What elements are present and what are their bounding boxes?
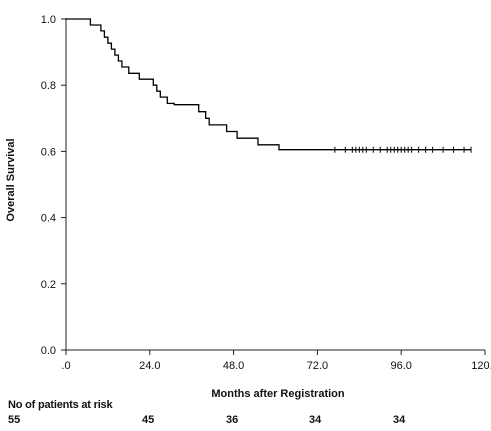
risk-count: 34	[393, 414, 406, 426]
y-tick-label: 0.2	[41, 279, 56, 291]
y-tick-label: 0.4	[41, 213, 56, 225]
x-tick-label: 48.0	[223, 360, 244, 372]
x-axis-label: Months after Registration	[211, 388, 345, 400]
risk-count: 36	[226, 414, 239, 426]
x-tick-label: 120.0	[471, 360, 491, 372]
y-tick-label: 0.6	[41, 146, 56, 158]
x-tick-label: 72.0	[307, 360, 328, 372]
x-tick-label: 24.0	[139, 360, 160, 372]
risk-count: 34	[309, 414, 322, 426]
survival-curve	[66, 18, 471, 151]
risk-count: 45	[142, 414, 155, 426]
risk-count: 55	[8, 414, 21, 426]
y-tick-label: 0.0	[41, 345, 56, 357]
x-tick-label: .0	[61, 360, 70, 372]
y-tick-label: 0.8	[41, 80, 56, 92]
risk-table-title: No of patients at risk	[8, 399, 113, 411]
y-tick-label: 1.0	[41, 14, 56, 26]
x-tick-label: 96.0	[390, 360, 411, 372]
y-axis-label: Overall Survival	[5, 138, 17, 221]
